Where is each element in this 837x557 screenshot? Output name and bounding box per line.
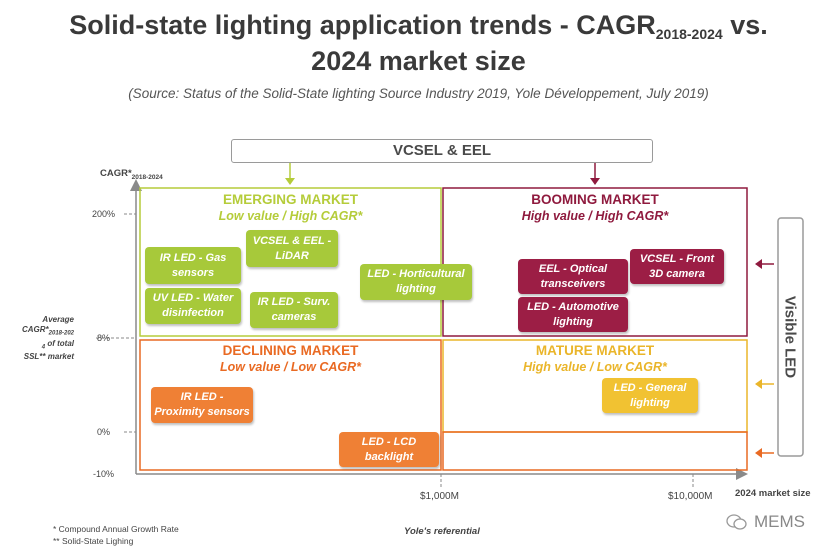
mature-market-title: MATURE MARKET: [535, 343, 655, 358]
booming-market-title: BOOMING MARKET: [531, 192, 659, 207]
referential-label: Yole's referential: [404, 526, 480, 537]
footnote-cagr: * Compound Annual Growth Rate: [53, 524, 179, 534]
footnote-ssl: ** Solid-State Lighing: [53, 536, 134, 546]
chart-title-line2: 2024 market size: [311, 46, 526, 76]
vcsel-front-3d-camera-box: VCSEL - Front 3D camera: [630, 249, 724, 284]
emerging-market-subtitle: Low value / High CAGR*: [218, 209, 363, 223]
y-tick-minus10: -10%: [93, 469, 115, 479]
emerging-market-title: EMERGING MARKET: [223, 192, 358, 207]
led-automotive-box: LED - Automotive lighting: [518, 297, 628, 332]
eel-optical-transceivers-box: EEL - Optical transceivers: [518, 259, 628, 294]
average-cagr-label: Average CAGR*2018-202 4 of total SSL** m…: [21, 315, 74, 362]
booming-quadrant: [442, 187, 748, 337]
wechat-icon: [726, 514, 747, 530]
y-tick-200: 200%: [92, 209, 116, 219]
led-lcd-backlight-box: LED - LCD backlight: [339, 432, 439, 467]
ir-led-proximity-box: IR LED - Proximity sensors: [151, 387, 253, 423]
x-tick-1000m: $1,000M: [420, 491, 459, 502]
ir-led-surv-cameras-box: IR LED - Surv. cameras: [250, 292, 338, 328]
declining-extension: [442, 431, 748, 471]
mems-watermark: MEMS: [726, 512, 805, 532]
y-axis-label: CAGR*2018-2024: [100, 168, 163, 181]
chart-title-line1: Solid-state lighting application trends …: [69, 10, 768, 42]
uv-led-water-box: UV LED - Water disinfection: [145, 288, 241, 324]
declining-quadrant: [139, 339, 442, 471]
declining-market-title: DECLINING MARKET: [222, 343, 359, 358]
source-note: (Source: Status of the Solid-State light…: [128, 86, 709, 101]
vcsel-eel-lidar-box: VCSEL & EEL - LiDAR: [246, 230, 338, 267]
booming-market-subtitle: High value / High CAGR*: [521, 209, 669, 223]
y-tick-8: 8%: [97, 333, 111, 343]
led-horticultural-box: LED - Horticultural lighting: [360, 264, 472, 300]
ir-led-gas-sensors-box: IR LED - Gas sensors: [145, 247, 241, 284]
vcsel-eel-band: VCSEL & EEL: [231, 139, 653, 163]
visible-led-band: Visible LED: [781, 295, 799, 379]
visible-led-band-frame: [777, 217, 804, 457]
mature-market-subtitle: High value / Low CAGR*: [523, 360, 667, 374]
declining-market-subtitle: Low value / Low CAGR*: [220, 360, 361, 374]
x-axis-label: 2024 market size: [735, 488, 811, 499]
y-tick-0: 0%: [97, 427, 111, 437]
emerging-quadrant: [139, 187, 442, 337]
x-tick-10000m: $10,000M: [668, 491, 713, 502]
led-general-lighting-box: LED - General lighting: [602, 378, 698, 413]
